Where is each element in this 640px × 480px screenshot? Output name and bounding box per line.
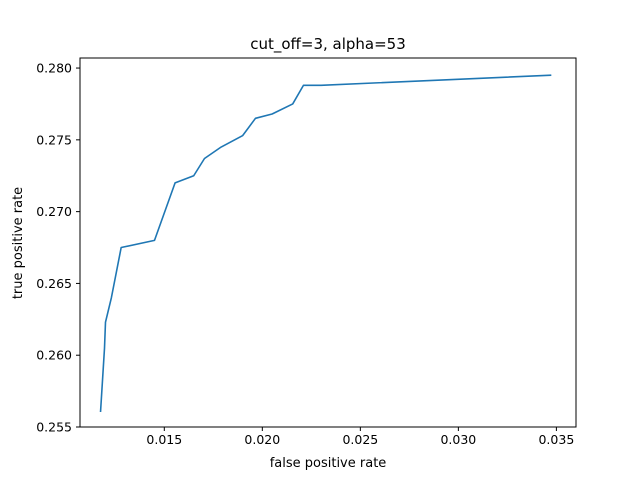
y-tick-label: 0.275: [36, 132, 72, 147]
y-tick-label: 0.265: [36, 276, 72, 291]
y-tick-label: 0.260: [36, 348, 72, 363]
plot-area: 0.015 0.020 0.025 0.030 0.035 0.255 0.260 0.265…: [36, 57, 577, 447]
chart-title: cut_off=3, alpha=53: [250, 35, 406, 54]
x-tick-label: 0.035: [538, 432, 574, 447]
x-tick-label: 0.015: [146, 432, 182, 447]
plot-frame: [79, 57, 577, 428]
x-axis-label: false positive rate: [270, 456, 387, 471]
y-tick-label: 0.270: [36, 204, 72, 219]
y-axis-label: true positive rate: [11, 187, 26, 299]
y-tick-label: 0.255: [36, 420, 72, 435]
series-line-0: [99, 74, 552, 413]
x-tick-label: 0.025: [342, 432, 378, 447]
x-tick-label: 0.020: [244, 432, 280, 447]
x-tick-label: 0.030: [440, 432, 476, 447]
y-tick-label: 0.280: [36, 61, 72, 76]
